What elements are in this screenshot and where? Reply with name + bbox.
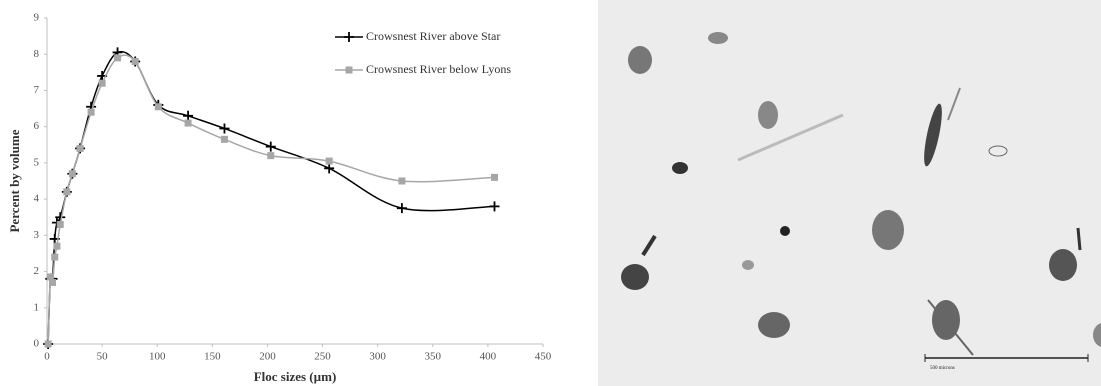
plus-shape <box>183 110 194 121</box>
plus-marker <box>396 203 407 214</box>
square-marker <box>49 278 57 286</box>
plus-marker <box>489 201 500 212</box>
square-marker <box>398 177 406 185</box>
square-marker <box>220 135 228 143</box>
x-tick-label: 450 <box>535 351 552 363</box>
image-background <box>598 0 1101 386</box>
x-tick-label: 50 <box>97 351 109 363</box>
x-tick-label: 100 <box>149 351 166 363</box>
y-axis-title: Percent by volume <box>7 129 22 232</box>
square-marker <box>267 152 275 160</box>
y-tick-label: 7 <box>34 84 40 96</box>
square-marker <box>345 66 353 74</box>
plus-shape <box>344 32 354 42</box>
square-marker <box>68 170 76 178</box>
legend-label: Crowsnest River above Star <box>366 29 500 43</box>
plus-marker <box>183 110 194 121</box>
x-tick-label: 0 <box>44 351 50 363</box>
plus-shape <box>265 141 276 152</box>
square-marker <box>98 79 106 87</box>
chart: Floc sizes (µm) Percent by volume 012345… <box>7 12 552 384</box>
square-marker <box>154 103 162 111</box>
x-tick-label: 200 <box>259 351 276 363</box>
plus-shape <box>396 203 407 214</box>
plus-marker <box>344 32 354 42</box>
plus-shape <box>219 123 230 134</box>
square-marker <box>44 340 52 348</box>
y-tick-label: 5 <box>34 156 40 168</box>
square-marker <box>53 242 61 250</box>
square-marker <box>76 144 84 152</box>
y-tick-label: 4 <box>34 193 40 205</box>
particles <box>621 32 1101 356</box>
square-marker <box>491 173 499 181</box>
square-marker <box>63 188 71 196</box>
y-tick-label: 2 <box>34 265 40 277</box>
x-tick-label: 300 <box>369 351 386 363</box>
square-marker <box>87 108 95 116</box>
x-tick-label: 400 <box>480 351 497 363</box>
square-marker <box>46 273 54 281</box>
square-marker <box>325 157 333 165</box>
microscope-image: 500 microns <box>598 0 1101 386</box>
y-tick-label: 3 <box>34 229 40 241</box>
x-tick-label: 250 <box>314 351 331 363</box>
square-marker <box>51 253 59 261</box>
y-tick-label: 1 <box>34 301 40 313</box>
plus-marker <box>219 123 230 134</box>
square-marker <box>56 220 64 228</box>
legend-label: Crowsnest River below Lyons <box>366 62 511 76</box>
square-marker <box>131 57 139 65</box>
plus-shape <box>324 163 335 174</box>
square-marker <box>114 54 122 62</box>
y-tick-label: 6 <box>34 120 40 132</box>
plus-shape <box>489 201 500 212</box>
y-tick-label: 8 <box>34 48 40 60</box>
series-line <box>47 50 495 345</box>
x-tick-label: 350 <box>425 351 442 363</box>
plus-marker <box>324 163 335 174</box>
scale-bar-label: 500 microns <box>930 366 955 371</box>
x-axis-title: Floc sizes (µm) <box>254 369 337 384</box>
x-tick-label: 150 <box>204 351 221 363</box>
square-marker <box>184 119 192 127</box>
plus-marker <box>265 141 276 152</box>
y-tick-label: 0 <box>34 338 40 350</box>
series-line <box>47 54 495 345</box>
y-tick-label: 9 <box>34 12 40 24</box>
